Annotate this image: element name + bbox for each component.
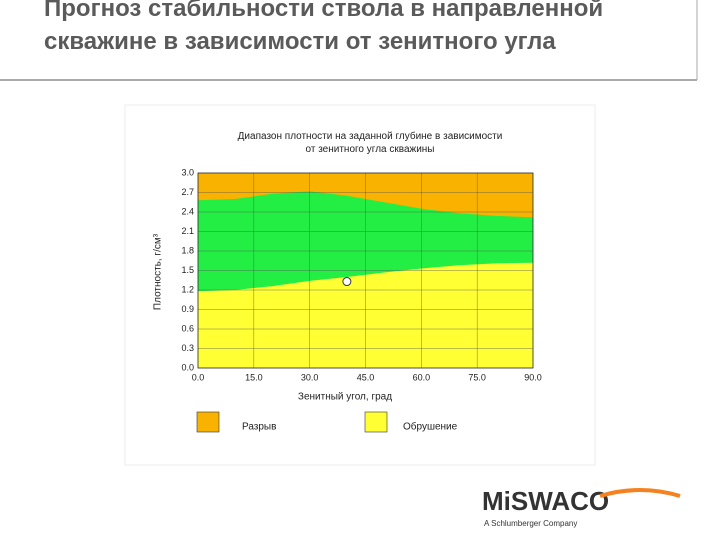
logo-subtitle: A Schlumberger Company (484, 519, 577, 528)
chart-title: Диапазон плотности на заданной глубине в… (238, 130, 503, 155)
slide-title: Прогноз стабильности ствола в направленн… (44, 0, 604, 55)
x-tick-label: 15.0 (245, 372, 263, 382)
logo-stripes (482, 491, 522, 509)
x-tick-label: 0.0 (192, 372, 205, 382)
y-tick-label: 0.6 (181, 323, 194, 333)
legend-label: Обрушение (403, 421, 458, 433)
y-tick-label: 0.0 (181, 362, 194, 372)
x-tick-label: 45.0 (357, 372, 375, 382)
logo-swoosh (599, 488, 681, 498)
x-tick-label: 30.0 (301, 372, 319, 382)
y-tick-label: 2.7 (181, 187, 194, 197)
x-axis-label: Зенитный угол, град (298, 392, 392, 403)
y-tick-label: 2.4 (181, 206, 194, 216)
logo: MiSWACO (482, 486, 609, 516)
y-tick-label: 1.5 (181, 265, 194, 275)
plot-frame (197, 172, 534, 369)
marker (342, 277, 352, 287)
x-tick-label: 60.0 (413, 372, 431, 382)
y-tick-label: 0.9 (181, 304, 194, 314)
y-axis-label: Плотность, г/см³ (153, 233, 164, 310)
legend-swatch (196, 411, 220, 433)
x-tick-label: 90.0 (524, 372, 542, 382)
legend-label: Разрыв (242, 422, 276, 433)
y-tick-label: 2.1 (181, 226, 194, 236)
legend-swatch (364, 411, 388, 433)
y-tick-label: 3.0 (181, 167, 194, 177)
y-tick-label: 0.3 (181, 343, 194, 353)
x-tick-label: 75.0 (468, 372, 486, 382)
y-tick-label: 1.8 (181, 245, 194, 255)
y-tick-label: 1.2 (181, 284, 194, 294)
